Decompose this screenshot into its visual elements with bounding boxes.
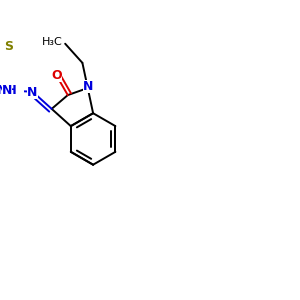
Text: S: S xyxy=(4,40,13,53)
Text: H₃C: H₃C xyxy=(42,37,62,47)
Text: N: N xyxy=(2,84,12,97)
Text: O: O xyxy=(51,68,62,82)
Text: N: N xyxy=(27,86,38,99)
Text: NH: NH xyxy=(0,84,17,97)
Text: N: N xyxy=(82,80,93,93)
